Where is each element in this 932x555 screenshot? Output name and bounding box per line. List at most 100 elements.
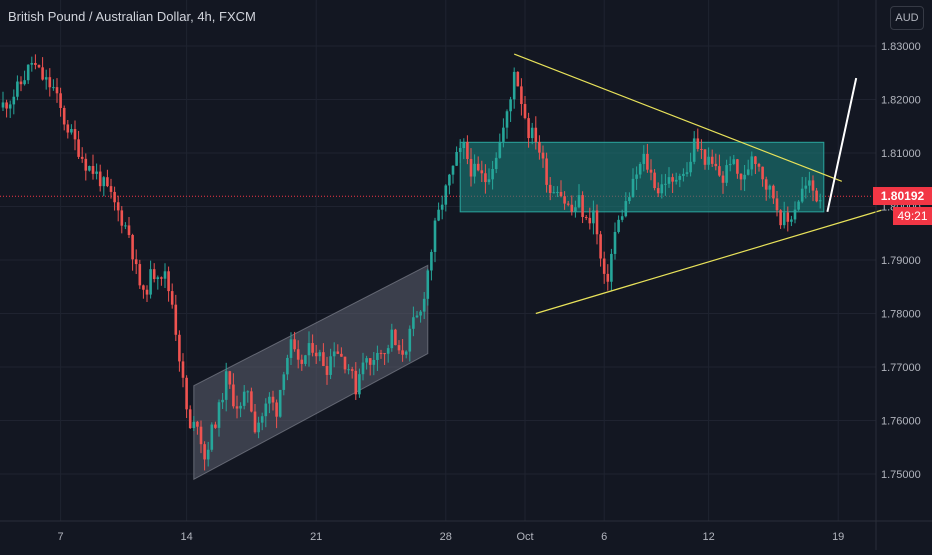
candle-body (34, 63, 37, 65)
candle-body (120, 210, 124, 226)
candle-body (754, 156, 757, 165)
candle-body (631, 178, 635, 198)
candle-body (343, 356, 347, 370)
candle-body (196, 421, 199, 427)
candle-body (142, 285, 145, 290)
candle-body (293, 339, 296, 350)
candle-body (566, 203, 570, 205)
candle-body (556, 191, 559, 193)
candle-body (653, 172, 656, 189)
candle-body (91, 166, 95, 174)
candle-body (714, 163, 718, 167)
candle-body (577, 195, 581, 208)
candle-body (620, 216, 624, 220)
candle-body (80, 156, 84, 159)
candle-body (469, 158, 473, 177)
candle-body (635, 174, 638, 179)
candle-body (451, 165, 455, 175)
candle-body (62, 107, 66, 125)
candle-body (692, 138, 696, 162)
candle-body (804, 185, 808, 189)
candle-body (509, 99, 512, 112)
time-tick-label: 7 (58, 531, 64, 543)
currency-button[interactable]: AUD (890, 6, 924, 30)
candle-body (448, 174, 451, 186)
candle-body (444, 185, 448, 205)
candle-body (307, 343, 311, 356)
candle-body (476, 163, 480, 171)
candle-body (520, 86, 523, 105)
candle-body (721, 175, 725, 183)
candle-body (484, 173, 487, 183)
candle-body (260, 416, 264, 423)
candle-body (480, 170, 484, 174)
candle-body (264, 403, 268, 417)
candle-body (242, 391, 246, 406)
candle-body (703, 149, 707, 165)
candle-body (127, 225, 131, 235)
candle-body (599, 234, 602, 259)
candle-body (674, 179, 678, 182)
time-tick-label: 6 (601, 531, 607, 543)
symbol-title[interactable]: British Pound / Australian Dollar, 4h, F… (8, 9, 256, 24)
candle-body (235, 406, 239, 409)
candle-body (678, 175, 682, 180)
candle-body (163, 271, 167, 279)
candle-body (55, 87, 59, 94)
candle-body (318, 352, 322, 357)
candle-body (203, 444, 206, 460)
candle-body (188, 409, 192, 429)
candle-body (354, 370, 358, 395)
candle-body (278, 389, 282, 417)
candle-body (473, 163, 476, 177)
candle-body (390, 329, 394, 349)
candle-body (347, 369, 350, 371)
candle-body (253, 411, 257, 433)
candle-body (646, 153, 649, 170)
candle-body (430, 251, 433, 271)
candle-body (538, 141, 541, 153)
candle-body (311, 343, 314, 353)
current-price-label: 1.80192 (873, 187, 932, 205)
price-tick-label: 1.78000 (881, 309, 921, 321)
candle-body (134, 259, 138, 265)
candle-body (332, 351, 336, 357)
candle-body (718, 166, 721, 176)
candle-body (491, 169, 494, 180)
candle-body (95, 171, 98, 174)
candle-body (131, 234, 134, 260)
price-tick-label: 1.75000 (881, 469, 921, 481)
candle-body (386, 348, 390, 354)
ascending-trendline (535, 209, 882, 315)
time-tick-label: 12 (702, 531, 714, 543)
candle-body (170, 291, 174, 305)
candle-body (649, 169, 653, 173)
candle-body (728, 163, 732, 166)
candle-body (19, 81, 23, 85)
candle-body (275, 402, 278, 417)
drawing-layer-front (513, 53, 882, 315)
candle-body (746, 169, 750, 175)
candle-body (606, 273, 610, 282)
candlestick-series (1, 54, 822, 471)
candle-body (12, 96, 16, 105)
candle-body (516, 71, 520, 87)
candle-body (563, 196, 566, 204)
price-tick-label: 1.79000 (881, 255, 921, 267)
candle-body (365, 358, 368, 363)
candle-body (257, 422, 260, 433)
candle-body (523, 104, 527, 119)
candle-body (660, 184, 664, 194)
candle-body (588, 217, 592, 224)
candle-body (595, 210, 599, 235)
candle-body (44, 77, 48, 80)
candle-body (455, 151, 458, 166)
candle-body (685, 172, 689, 174)
candle-body (761, 166, 764, 180)
candle-body (739, 173, 743, 180)
candle-body (372, 359, 376, 365)
candle-body (152, 269, 156, 280)
candle-body (440, 204, 444, 210)
